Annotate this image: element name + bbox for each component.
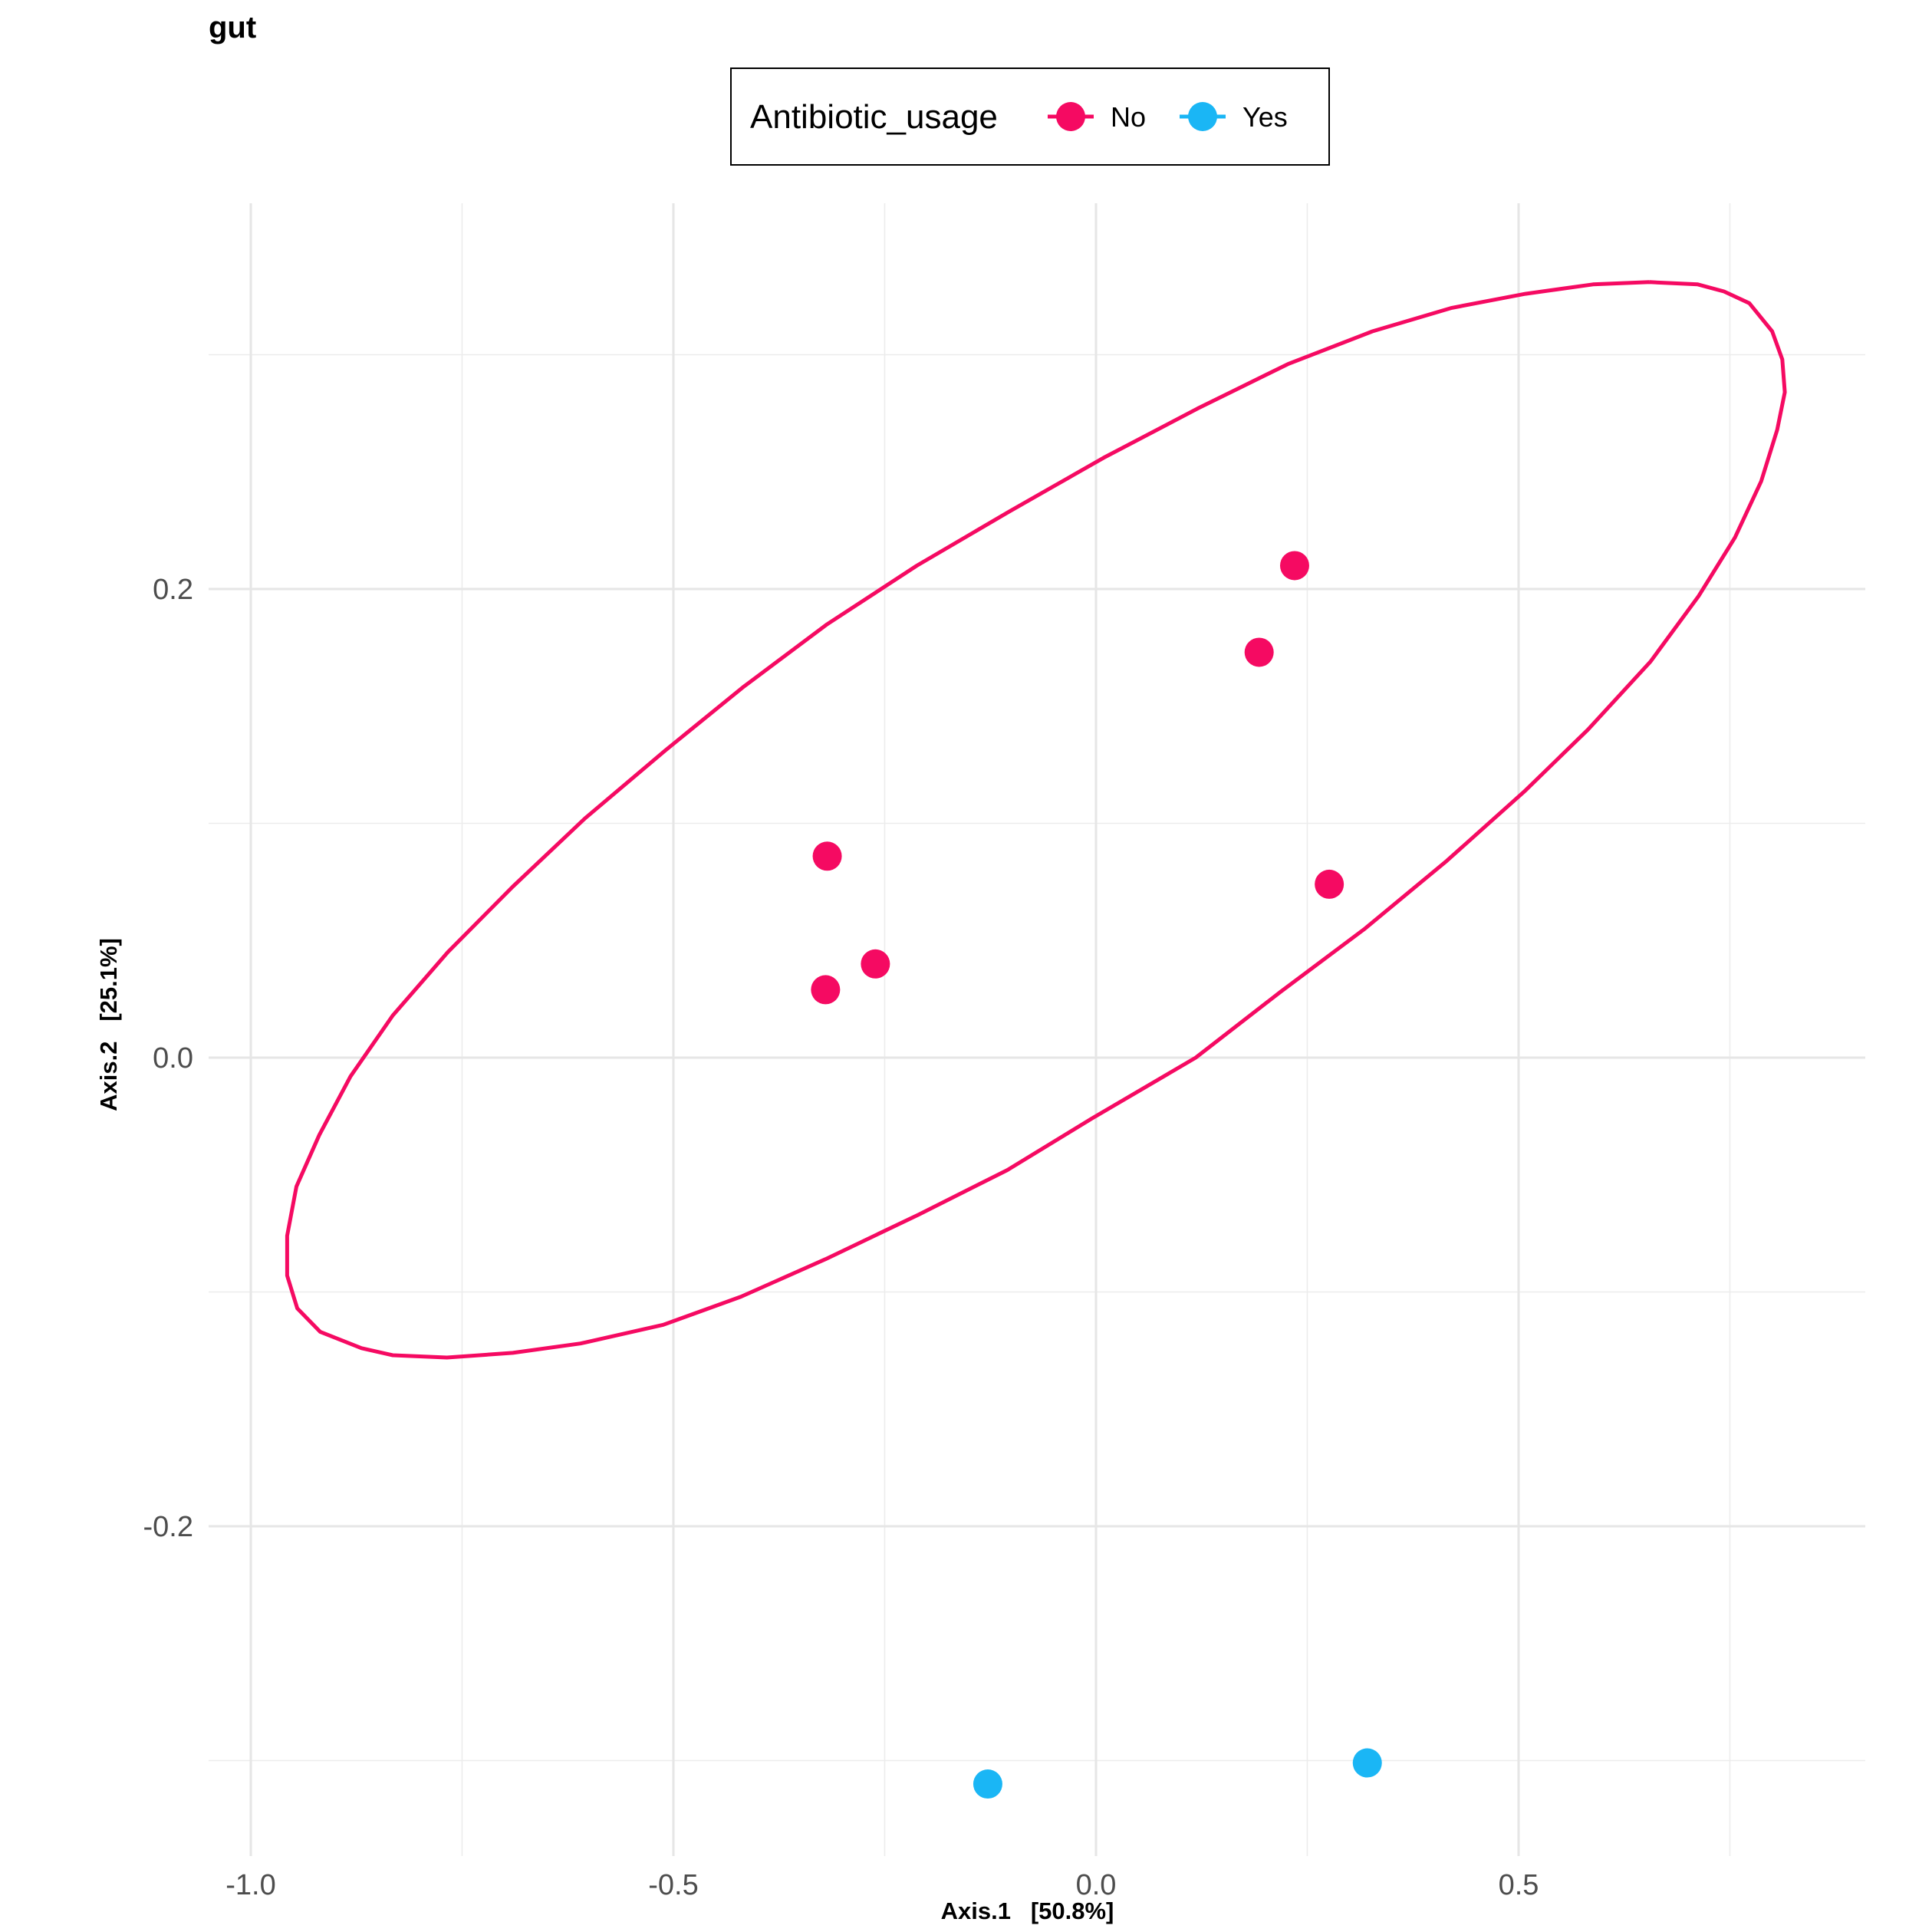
ellipse-no	[287, 282, 1785, 1358]
point-no	[1315, 870, 1344, 899]
point-no	[813, 841, 842, 871]
point-no	[811, 975, 840, 1004]
y-axis-title: Axis.2 [25.1%]	[95, 938, 123, 1111]
y-tick-label: 0.0	[153, 1042, 193, 1075]
x-tick-label: -0.5	[648, 1869, 698, 1901]
x-tick-label: 0.5	[1499, 1869, 1539, 1901]
point-no	[1280, 551, 1309, 580]
x-tick-label: -1.0	[225, 1869, 275, 1901]
point-no	[861, 950, 890, 979]
point-yes	[973, 1769, 1002, 1799]
point-yes	[1353, 1749, 1382, 1778]
point-no	[1245, 637, 1274, 666]
x-axis-title: Axis.1 [50.8%]	[0, 1897, 1932, 1925]
y-tick-label: -0.2	[143, 1511, 193, 1543]
grid-minor	[209, 203, 1865, 1856]
y-tick-label: 0.2	[153, 574, 193, 606]
x-tick-label: 0.0	[1076, 1869, 1117, 1901]
ellipse-layer	[287, 282, 1785, 1358]
grid-major	[209, 203, 1865, 1856]
ticks-layer: -1.0 -0.5 0.0 0.5 -0.2 0.0 0.2	[143, 574, 1539, 1901]
